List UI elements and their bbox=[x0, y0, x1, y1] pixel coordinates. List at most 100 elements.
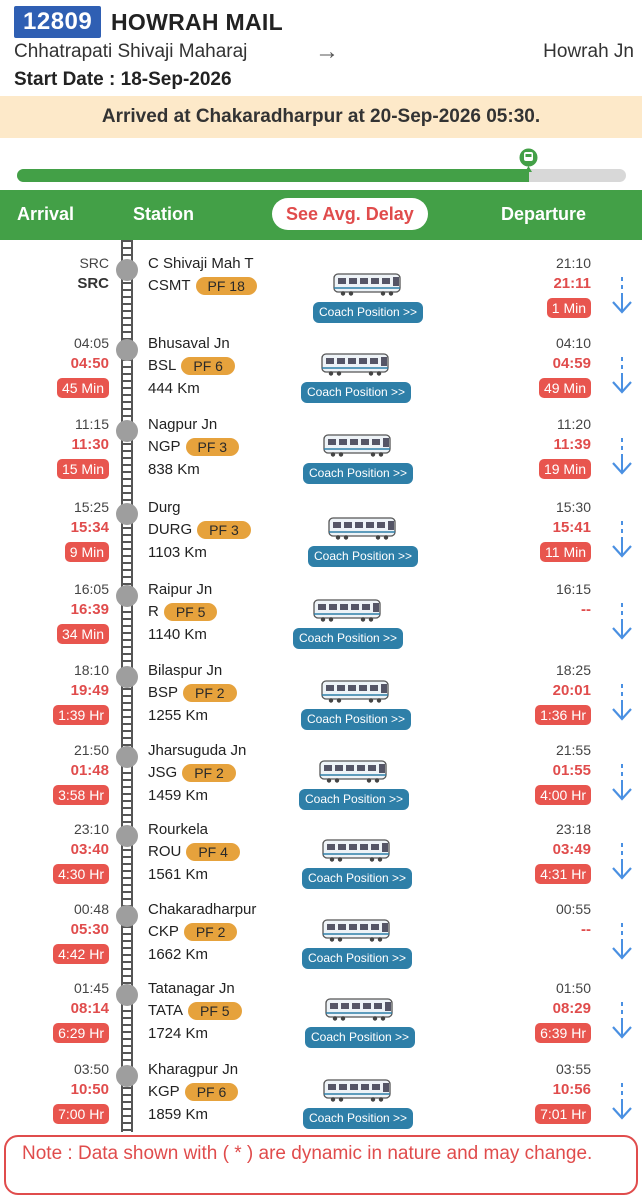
journey-progress-bar bbox=[17, 169, 626, 182]
train-name: HOWRAH MAIL bbox=[111, 9, 283, 35]
arrival-heading: Arrival bbox=[17, 204, 75, 224]
departure-scheduled: 11:20 bbox=[557, 416, 591, 432]
train-marker-icon bbox=[519, 148, 538, 172]
arrival-delay-badge: 15 Min bbox=[56, 459, 109, 479]
arrow-down-icon[interactable] bbox=[610, 438, 634, 476]
arrival-actual: SRC bbox=[77, 275, 109, 292]
station-dot bbox=[116, 420, 138, 442]
departure-actual: 04:59 bbox=[552, 355, 591, 372]
platform-badge: PF 3 bbox=[185, 438, 240, 457]
station-row: 03:50 10:50 7:00 Hr Kharagpur Jn KGP PF 6… bbox=[0, 1053, 642, 1133]
departure-actual: 21:11 bbox=[553, 275, 591, 292]
station-row: SRC SRC C Shivaji Mah T CSMT PF 18 Coach … bbox=[0, 247, 642, 327]
station-name: Raipur Jn bbox=[148, 581, 213, 598]
route-arrow-icon: → bbox=[315, 38, 339, 65]
station-code: BSL bbox=[148, 357, 177, 374]
station-code-line: BSP PF 2 bbox=[148, 684, 237, 703]
station-dot bbox=[116, 666, 138, 688]
arrow-down-icon[interactable] bbox=[610, 277, 634, 315]
station-dot bbox=[116, 339, 138, 361]
departure-delay-badge: 19 Min bbox=[538, 459, 591, 479]
departure-delay-badge: 11 Min bbox=[540, 542, 591, 562]
platform-badge: PF 6 bbox=[181, 357, 235, 376]
coach-position-button[interactable]: Coach Position >> bbox=[302, 948, 413, 969]
see-avg-delay-button[interactable]: See Avg. Delay bbox=[272, 198, 428, 230]
departure-scheduled: 04:10 bbox=[555, 335, 591, 351]
arrival-scheduled: 00:48 bbox=[73, 901, 109, 917]
station-dot bbox=[116, 984, 138, 1006]
station-dot bbox=[116, 905, 138, 927]
departure-delay-badge: 1 Min bbox=[546, 298, 591, 318]
departure-actual: 20:01 bbox=[552, 682, 591, 699]
departure-actual: 01:55 bbox=[552, 762, 591, 779]
note-box: Note : Data shown with ( * ) are dynamic… bbox=[4, 1135, 638, 1195]
train-coach-icon bbox=[323, 434, 391, 457]
destination-station: Howrah Jn bbox=[543, 41, 634, 62]
arrow-down-icon[interactable] bbox=[610, 521, 634, 559]
departure-scheduled: 15:30 bbox=[555, 499, 591, 515]
train-coach-icon bbox=[322, 919, 390, 942]
train-coach-icon bbox=[333, 273, 401, 296]
coach-position-button[interactable]: Coach Position >> bbox=[308, 546, 419, 567]
station-distance: 838 Km bbox=[148, 461, 200, 478]
platform-badge: PF 5 bbox=[188, 1002, 242, 1021]
coach-position-button[interactable]: Coach Position >> bbox=[303, 463, 414, 484]
station-dot bbox=[116, 825, 138, 847]
arrow-down-icon[interactable] bbox=[610, 1002, 634, 1040]
station-code-line: KGP PF 6 bbox=[148, 1083, 239, 1102]
station-row: 16:05 16:39 34 Min Raipur Jn R PF 5 1140 … bbox=[0, 573, 642, 653]
station-code: KGP bbox=[148, 1083, 180, 1100]
arrival-scheduled: 16:05 bbox=[73, 581, 109, 597]
arrow-down-icon[interactable] bbox=[610, 603, 634, 641]
coach-position-button[interactable]: Coach Position >> bbox=[301, 709, 412, 730]
column-header: Arrival Station See Avg. Delay Departure bbox=[0, 190, 642, 240]
station-code-line: CSMT PF 18 bbox=[148, 277, 257, 296]
arrival-scheduled: SRC bbox=[79, 255, 109, 271]
arrow-down-icon[interactable] bbox=[610, 764, 634, 802]
station-code: R bbox=[148, 603, 159, 620]
arrival-scheduled: 03:50 bbox=[73, 1061, 109, 1077]
departure-scheduled: 18:25 bbox=[555, 662, 591, 678]
coach-position-button[interactable]: Coach Position >> bbox=[301, 382, 412, 403]
coach-position-button[interactable]: Coach Position >> bbox=[305, 1027, 416, 1048]
departure-scheduled: 03:55 bbox=[555, 1061, 591, 1077]
coach-position-button[interactable]: Coach Position >> bbox=[299, 789, 410, 810]
arrival-delay-badge: 1:39 Hr bbox=[53, 705, 109, 725]
station-code-line: JSG PF 2 bbox=[148, 764, 236, 783]
arrow-down-icon[interactable] bbox=[610, 357, 634, 395]
coach-position-button[interactable]: Coach Position >> bbox=[302, 868, 413, 889]
coach-position-button[interactable]: Coach Position >> bbox=[293, 628, 404, 649]
departure-delay-badge: 4:31 Hr bbox=[535, 864, 591, 884]
station-name: Bhusaval Jn bbox=[148, 335, 230, 352]
station-dot bbox=[116, 503, 138, 525]
arrow-down-icon[interactable] bbox=[610, 843, 634, 881]
station-code: DURG bbox=[148, 521, 193, 538]
arrival-scheduled: 23:10 bbox=[73, 821, 109, 837]
arrow-down-icon[interactable] bbox=[610, 684, 634, 722]
train-coach-icon bbox=[328, 517, 396, 540]
station-code: NGP bbox=[148, 438, 181, 455]
arrival-actual: 10:50 bbox=[70, 1081, 109, 1098]
coach-position-button[interactable]: Coach Position >> bbox=[303, 1108, 414, 1129]
station-code-line: NGP PF 3 bbox=[148, 438, 240, 457]
arrow-down-icon[interactable] bbox=[610, 1083, 634, 1121]
station-distance: 444 Km bbox=[148, 380, 200, 397]
station-distance: 1140 Km bbox=[148, 626, 207, 643]
journey-progress-fill bbox=[17, 169, 529, 182]
train-coach-icon bbox=[313, 599, 381, 622]
station-row: 15:25 15:34 9 Min Durg DURG PF 3 1103 Km … bbox=[0, 491, 642, 571]
train-header: 12809 HOWRAH MAIL Chhatrapati Shivaji Ma… bbox=[0, 0, 642, 95]
station-name: Nagpur Jn bbox=[148, 416, 218, 433]
arrow-down-icon[interactable] bbox=[610, 923, 634, 961]
station-row: 21:50 01:48 3:58 Hr Jharsuguda Jn JSG PF … bbox=[0, 734, 642, 814]
arrival-delay-badge: 45 Min bbox=[56, 378, 109, 398]
departure-scheduled: 21:55 bbox=[555, 742, 591, 758]
station-code-line: CKP PF 2 bbox=[148, 923, 238, 942]
station-distance: 1255 Km bbox=[148, 707, 209, 724]
station-name: Jharsuguda Jn bbox=[148, 742, 247, 759]
coach-position-button[interactable]: Coach Position >> bbox=[313, 302, 424, 323]
station-code-line: TATA PF 5 bbox=[148, 1002, 242, 1021]
departure-actual: 15:41 bbox=[552, 519, 591, 536]
arrival-actual: 01:48 bbox=[70, 762, 109, 779]
train-number: 12809 bbox=[14, 6, 102, 38]
